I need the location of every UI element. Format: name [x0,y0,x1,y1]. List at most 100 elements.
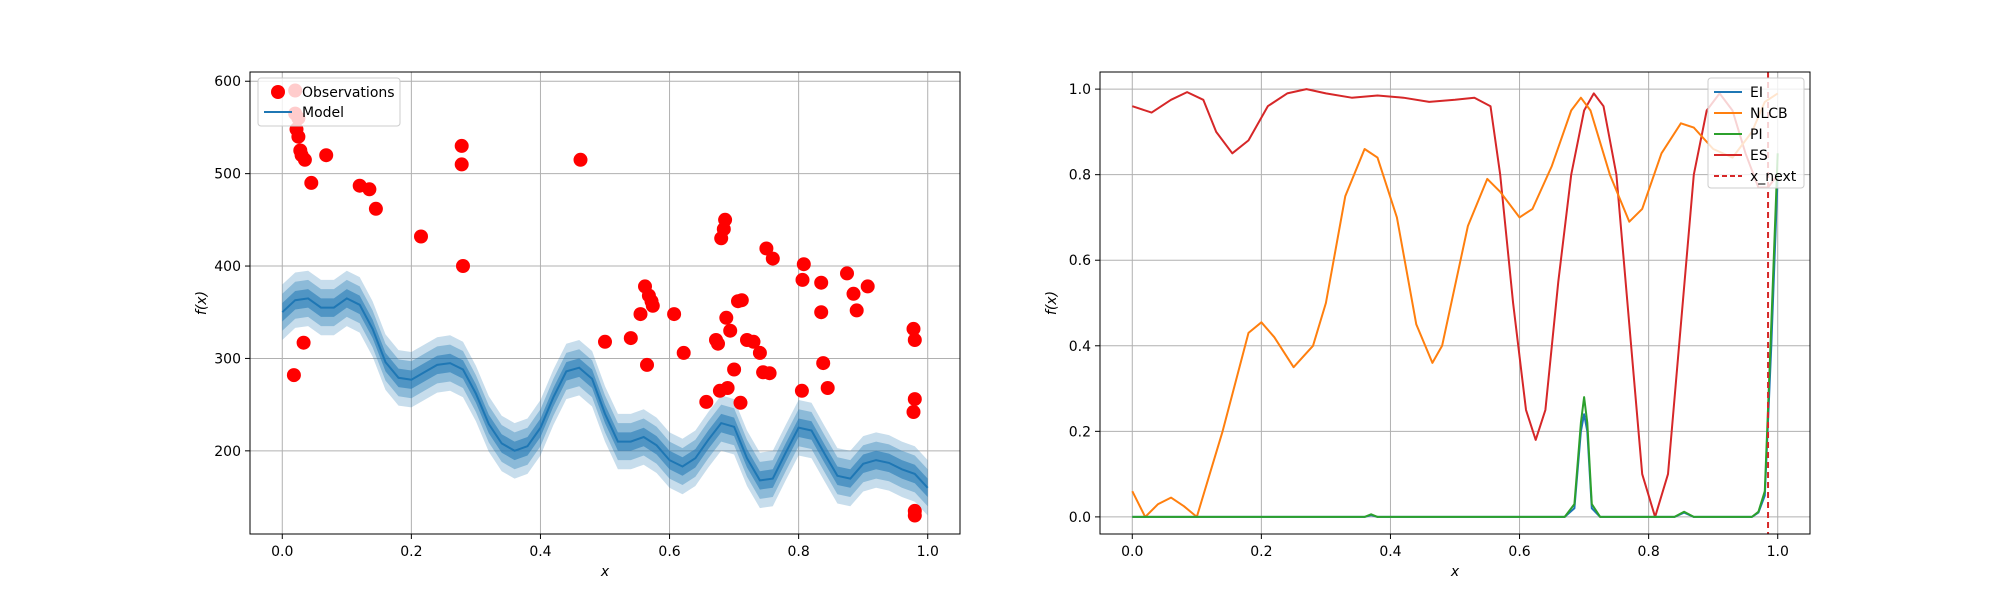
legend-x-next-label: x_next [1750,169,1797,185]
observation-point [633,307,648,322]
series-nlcb-line [1131,92,1779,518]
left-y-axis-label: f(x) [194,291,210,315]
observation-point [795,272,810,287]
right-x-tick-label: 1.0 [1767,544,1789,560]
observation-point [727,362,742,377]
left-y-ticks: 200 300 400 500 600 [214,74,250,460]
observation-point [711,336,725,351]
observation-point [699,394,714,409]
observation-point [746,334,761,349]
observation-point [906,321,921,336]
left-legend: Observations Model [257,77,401,127]
observation-point [794,383,809,398]
right-x-tick-label: 0.0 [1121,544,1143,560]
left-x-tick-label: 0.2 [400,544,422,560]
left-y-tick-label: 200 [214,444,241,460]
legend-es-label: ES [1750,148,1768,164]
observation-point [814,305,829,320]
observation-point [734,293,749,308]
left-y-tick-label: 300 [214,351,241,367]
right-y-ticks: 0.0 0.2 0.4 0.6 0.8 1.0 [1069,82,1100,526]
observation-point [667,307,682,322]
observation-point [723,323,738,338]
right-y-tick-label: 0.6 [1069,253,1091,269]
observation-point [598,334,612,349]
observation-point [304,175,319,190]
left-x-tick-label: 0.6 [658,544,680,560]
legend-pi-label: PI [1750,127,1763,143]
observation-point [454,138,469,153]
left-chart: 0.0 0.2 0.4 0.6 0.8 1.0 200 300 400 500 600 x f(x… [194,71,961,580]
right-x-axis-label: x [1450,564,1460,580]
observation-point [762,366,777,381]
observation-point [733,395,748,410]
observation-point [362,182,377,197]
legend-ei-label: EI [1750,85,1763,101]
observation-point [454,157,469,172]
left-x-ticks: 0.0 0.2 0.4 0.6 0.8 1.0 [271,534,939,560]
right-y-tick-label: 0.8 [1069,168,1091,184]
left-y-tick-label: 500 [214,167,241,183]
legend-observations-marker [271,85,285,99]
legend-model-label: Model [302,105,344,121]
left-x-tick-label: 0.8 [788,544,810,560]
observation-point [297,152,312,167]
left-legend-box [257,77,401,127]
observation-point [906,405,921,419]
right-y-tick-label: 0.4 [1069,339,1091,355]
observation-point [456,259,470,273]
right-y-tick-label: 0.0 [1069,510,1091,526]
observation-point [840,266,854,281]
observation-point [291,129,306,144]
right-x-tick-label: 0.6 [1508,544,1530,560]
right-grid [1100,72,1810,534]
observation-point [640,357,654,372]
observation-point [368,201,383,216]
observation-point [816,356,831,371]
observation-point [846,286,861,301]
observation-point [759,241,774,256]
observation-point [849,303,864,318]
left-x-axis-label: x [600,564,610,580]
legend-observations-label: Observations [302,85,395,101]
right-y-axis-label: f(x) [1044,291,1060,315]
observation-point [820,381,835,395]
right-x-ticks: 0.0 0.2 0.4 0.6 0.8 1.0 [1121,534,1789,560]
observation-points [286,83,922,523]
series-pi-line [1132,153,1779,518]
left-x-tick-label: 1.0 [917,544,939,560]
observation-point [319,148,334,163]
right-x-tick-label: 0.8 [1638,544,1660,560]
left-x-tick-label: 0.0 [271,544,293,560]
left-y-tick-label: 600 [214,74,241,90]
observation-point [814,275,829,290]
left-uncertainty-bands [282,270,928,516]
right-y-tick-label: 0.2 [1069,424,1091,440]
left-axes-frame [249,71,961,535]
observation-point [752,345,767,360]
right-x-tick-label: 0.4 [1379,544,1401,560]
legend-nlcb-label: NLCB [1750,106,1788,122]
observation-point [907,392,922,407]
observation-point [573,152,588,167]
left-y-tick-label: 400 [214,259,241,275]
right-axes-frame [1099,71,1811,535]
observation-point [907,508,922,523]
left-x-tick-label: 0.4 [529,544,551,560]
observation-point [296,335,311,350]
observation-point [719,310,734,325]
observation-point [623,331,638,346]
observation-point [796,257,811,272]
model-band-3-sigma [282,270,928,516]
observation-point [414,229,428,244]
model-mean-line [281,297,929,489]
right-y-tick-label: 1.0 [1069,82,1091,98]
right-legend-box [1707,77,1805,189]
observation-point [718,212,733,227]
acquisition-series [1131,88,1779,518]
observation-point [765,251,780,266]
observation-point [286,368,301,383]
observation-point [645,298,660,313]
right-x-tick-label: 0.2 [1250,544,1272,560]
